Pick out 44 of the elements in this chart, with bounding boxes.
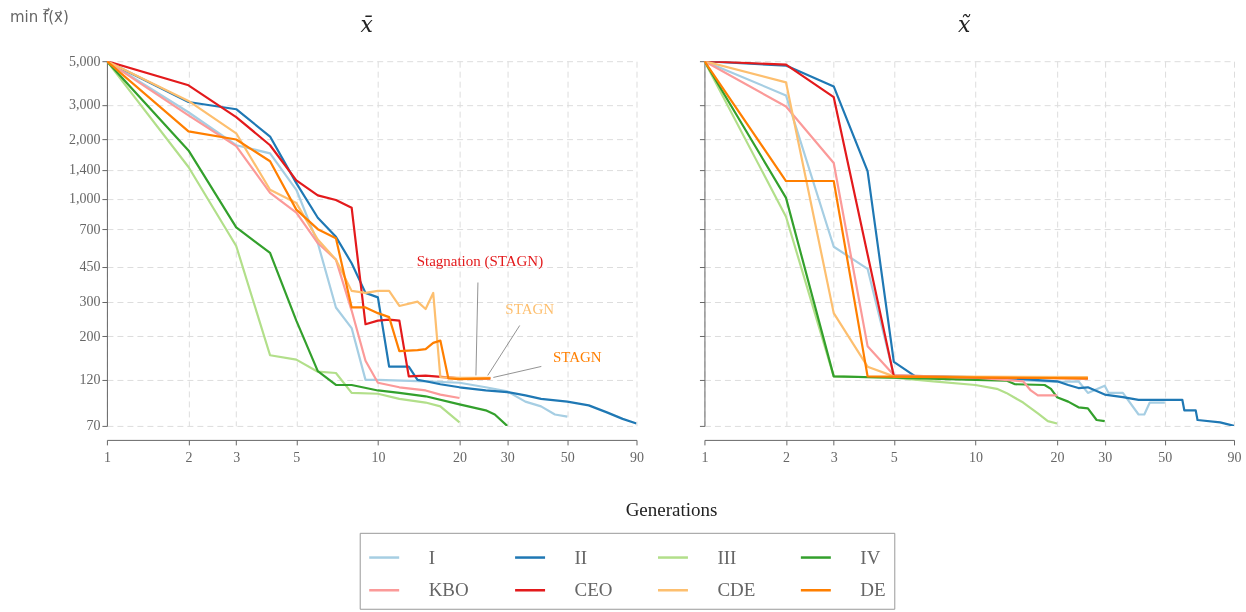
y-tick-label: 700: [79, 221, 101, 237]
x-tick-label: 1: [103, 450, 111, 466]
y-tick-label: 200: [79, 328, 101, 344]
x-tick-label: 50: [560, 450, 575, 466]
legend-label: III: [717, 546, 737, 568]
x-tick-label: 10: [371, 450, 386, 466]
x-tick-label: 2: [185, 450, 193, 466]
legend-label: CEO: [574, 579, 613, 601]
y-axis-title: min f⃗(x⃗): [9, 7, 69, 27]
y-tick-label: 2,000: [68, 131, 101, 147]
x-tick-label: 20: [452, 450, 467, 466]
x-tick-label: 1: [701, 450, 709, 466]
x-tick-label: 90: [1227, 450, 1242, 466]
x-tick-label: 2: [783, 450, 791, 466]
legend-label: IV: [860, 546, 881, 568]
y-tick-label: 120: [79, 372, 101, 388]
y-tick-label: 1,000: [68, 191, 101, 207]
y-tick-label: 5,000: [68, 53, 101, 69]
legend-label: DE: [860, 579, 886, 601]
annotation: Stagnation (STAGN): [416, 252, 544, 270]
y-tick-label: 300: [79, 294, 101, 310]
x-tick-label: 30: [500, 450, 515, 466]
x-tick-label: 50: [1158, 450, 1173, 466]
annotation: STAGN: [552, 349, 602, 366]
chart-title: x̄: [360, 12, 374, 38]
legend-label: I: [428, 546, 435, 568]
x-tick-label: 10: [968, 450, 983, 466]
annotation: STAGN: [505, 301, 555, 318]
x-tick-label: 20: [1050, 450, 1065, 466]
y-tick-label: 450: [79, 259, 101, 275]
legend-label: KBO: [428, 579, 469, 601]
x-tick-label: 3: [830, 450, 838, 466]
legend-label: CDE: [717, 579, 756, 601]
y-tick-label: 70: [86, 418, 101, 434]
x-tick-label: 5: [890, 450, 898, 466]
x-tick-label: 90: [630, 450, 644, 466]
legend-label: II: [574, 546, 588, 568]
x-tick-label: 3: [233, 450, 241, 466]
y-tick-label: 3,000: [68, 97, 101, 113]
y-tick-label: 1,400: [68, 162, 101, 178]
x-axis-title: Generations: [625, 498, 718, 520]
x-tick-label: 5: [293, 450, 301, 466]
x-tick-label: 30: [1098, 450, 1113, 466]
chart-title: x̃: [958, 12, 972, 38]
